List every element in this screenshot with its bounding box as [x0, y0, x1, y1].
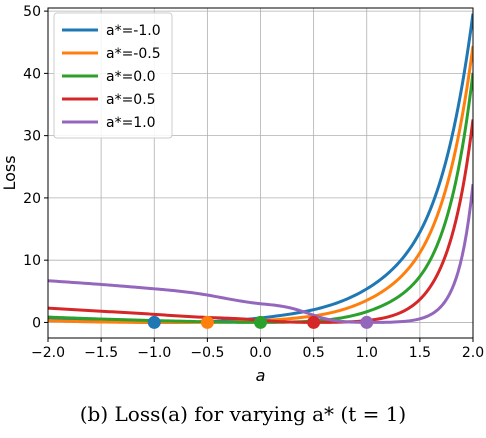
y-axis-ticks: 0 10 20 30 40 50	[23, 4, 48, 331]
loss-chart: −2.0 −1.5 −1.0 −0.5 0.0 0.5 1.0 1.5 2.0 0 10 20 30 4…	[0, 4, 484, 385]
x-tick-label: 0.0	[249, 345, 271, 361]
legend-label: a*=-0.5	[106, 46, 161, 62]
y-tick-label: 20	[23, 191, 41, 207]
x-axis-ticks: −2.0 −1.5 −1.0 −0.5 0.0 0.5 1.0 1.5 2.0	[31, 338, 484, 361]
y-tick-label: 0	[32, 315, 41, 331]
minimum-marker	[147, 315, 161, 329]
minimum-marker	[254, 315, 267, 329]
legend-label: a*=1.0	[106, 115, 156, 131]
x-tick-label: −0.5	[190, 345, 224, 361]
grid-lines	[47, 8, 474, 338]
minima-markers	[147, 315, 374, 329]
x-tick-label: −1.5	[84, 345, 118, 361]
x-tick-label: 1.5	[409, 345, 431, 361]
legend-label: a*=0.5	[106, 92, 156, 108]
y-tick-label: 10	[23, 253, 41, 269]
x-axis-label: a	[256, 366, 266, 385]
series-line	[48, 184, 473, 324]
y-axis-label: Loss	[0, 155, 19, 190]
y-tick-label: 40	[23, 66, 41, 82]
legend-box	[53, 12, 173, 139]
x-tick-label: 2.0	[462, 345, 484, 361]
minimum-marker	[360, 315, 374, 329]
x-tick-label: 1.0	[356, 345, 378, 361]
y-tick-label: 30	[23, 129, 41, 145]
legend-label: a*=0.0	[106, 69, 156, 85]
y-tick-label: 50	[23, 4, 41, 20]
minimum-marker	[200, 315, 214, 329]
figure-caption: (b) Loss(a) for varying a* (t = 1)	[79, 402, 407, 426]
x-tick-label: −2.0	[31, 345, 65, 361]
legend-label: a*=-1.0	[106, 23, 161, 39]
x-tick-label: 0.5	[302, 345, 324, 361]
x-tick-label: −1.0	[137, 345, 171, 361]
legend: a*=-1.0 a*=-0.5 a*=0.0 a*=0.5 a*=1.0	[53, 12, 173, 139]
minimum-marker	[307, 315, 321, 329]
